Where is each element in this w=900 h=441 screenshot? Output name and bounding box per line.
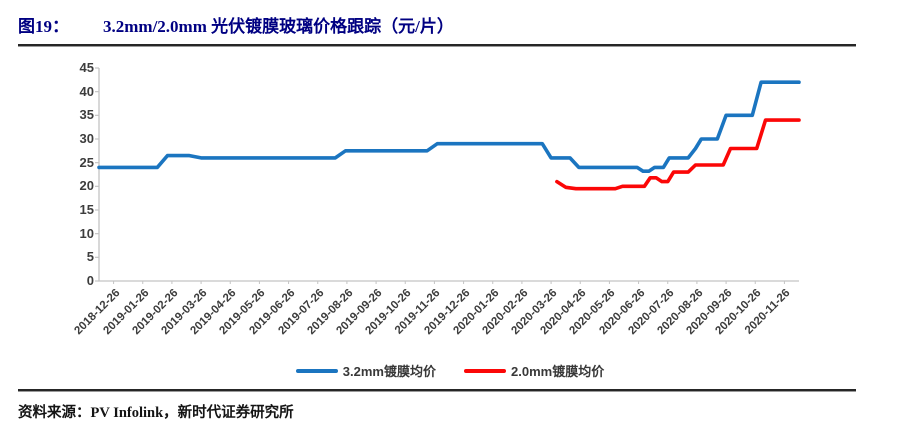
y-tick-label: 20 — [79, 178, 94, 194]
price-line-chart: 0 5 10 15 20 25 30 35 40 45 2018-12-26 2019-01-26 2… — [0, 54, 900, 364]
source-note: 资料来源：PV Infolink，新时代证券研究所 — [18, 405, 294, 421]
legend-item: 3.2mm镀膜均价 — [295, 361, 436, 380]
y-tick-label: 5 — [86, 249, 94, 265]
y-tick-label: 40 — [79, 83, 94, 99]
legend-label: 2.0mm镀膜均价 — [511, 364, 605, 379]
legend-item: 2.0mm镀膜均价 — [464, 361, 604, 380]
y-tick-label: 15 — [79, 202, 94, 217]
y-tick-label: 45 — [79, 60, 94, 75]
y-tick-label: 25 — [79, 154, 94, 170]
y-tick-label: 0 — [86, 273, 94, 288]
figure-number: 图19： — [18, 17, 69, 36]
caption-divider — [18, 44, 856, 47]
y-tick-label: 35 — [79, 107, 94, 123]
legend-line-swatch — [464, 368, 506, 373]
legend-line-swatch — [295, 368, 338, 373]
figure-caption: 图19： 3.2mm/2.0mm 光伏镀膜玻璃价格跟踪（元/片） — [18, 12, 454, 37]
y-tick-label: 10 — [79, 225, 94, 241]
y-tick-label: 30 — [79, 131, 94, 146]
legend-label: 3.2mm镀膜均价 — [342, 364, 436, 379]
figure-title: 3.2mm/2.0mm 光伏镀膜玻璃价格跟踪（元/片） — [103, 17, 454, 36]
chart-legend: 3.2mm镀膜均价 2.0mm镀膜均价 — [0, 361, 900, 380]
plot-canvas — [95, 67, 801, 284]
footer-divider — [18, 389, 856, 392]
